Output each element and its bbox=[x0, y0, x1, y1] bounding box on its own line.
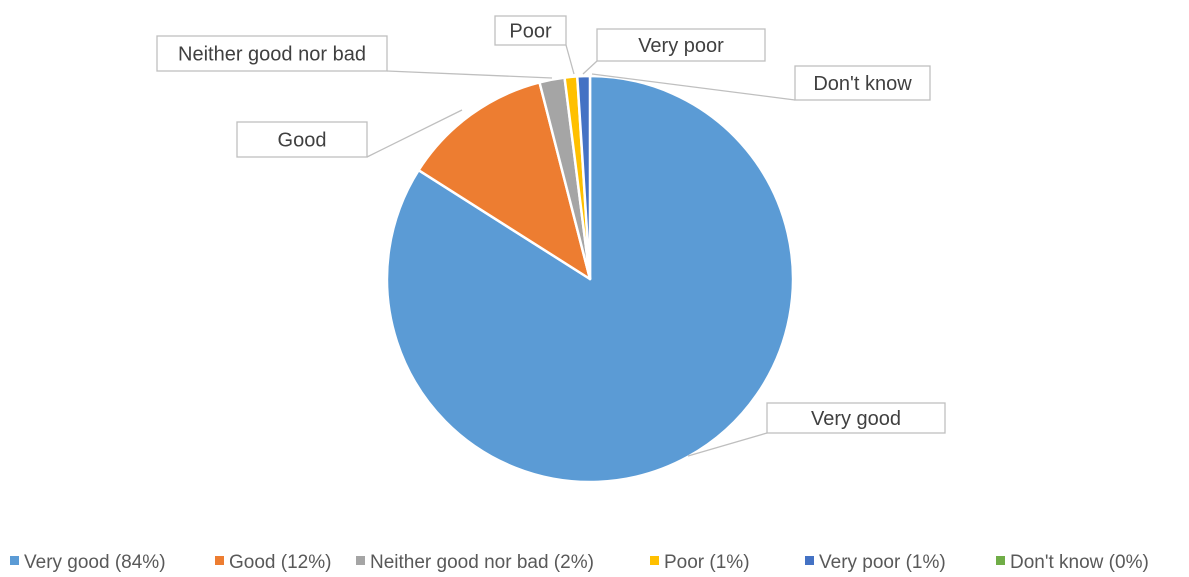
callout-box-poor bbox=[494, 15, 567, 46]
callout-label-neither-good-nor-bad: Neither good nor bad bbox=[178, 44, 366, 66]
callout-label-good: Good bbox=[278, 130, 327, 152]
legend-label-very-good: Very good (84%) bbox=[24, 552, 166, 573]
leader-line-good bbox=[366, 109, 463, 158]
legend-item-neither-good-nor-bad: Neither good nor bad (2%) bbox=[356, 552, 594, 573]
callout-label-very-poor: Very poor bbox=[638, 35, 724, 57]
callout-label-don-t-know: Don't know bbox=[813, 73, 912, 95]
legend-swatch-good bbox=[215, 556, 224, 565]
legend-label-don-t-know: Don't know (0%) bbox=[1010, 552, 1149, 573]
legend-label-very-poor: Very poor (1%) bbox=[819, 552, 946, 573]
callout-box-neither-good-nor-bad bbox=[156, 35, 388, 72]
legend-swatch-very-good bbox=[10, 556, 19, 565]
legend-swatch-don-t-know bbox=[996, 556, 1005, 565]
callout-box-very-good bbox=[766, 402, 946, 434]
legend-swatch-neither-good-nor-bad bbox=[356, 556, 365, 565]
legend-swatch-poor bbox=[650, 556, 659, 565]
legend-label-neither-good-nor-bad: Neither good nor bad (2%) bbox=[370, 552, 594, 573]
legend-label-poor: Poor (1%) bbox=[664, 552, 750, 573]
callout-box-very-poor bbox=[596, 28, 766, 62]
pie-slice-very-poor bbox=[576, 74, 592, 281]
callout-leader-lines bbox=[366, 44, 796, 457]
pie-slices bbox=[385, 74, 795, 484]
callout-label-poor: Poor bbox=[509, 21, 552, 43]
legend-label-good: Good (12%) bbox=[229, 552, 331, 573]
callout-box-good bbox=[236, 121, 368, 158]
leader-line-neither-good-nor-bad bbox=[386, 70, 553, 79]
leader-line-very-poor bbox=[582, 60, 598, 75]
legend-item-good: Good (12%) bbox=[215, 552, 331, 573]
legend-item-very-poor: Very poor (1%) bbox=[805, 552, 946, 573]
leader-line-very-good bbox=[687, 432, 768, 457]
legend-item-don-t-know: Don't know (0%) bbox=[996, 552, 1149, 573]
pie-slice-good bbox=[417, 81, 592, 281]
callout-box-don-t-know bbox=[794, 65, 931, 101]
callout-labels: Very good Good Neither good nor bad Poor Ver… bbox=[156, 15, 946, 434]
legend: Very good (84%) Good (12%) Neither good no… bbox=[10, 552, 1149, 573]
callout-label-very-good: Very good bbox=[811, 408, 901, 430]
leader-line-don-t-know bbox=[591, 73, 796, 101]
legend-item-poor: Poor (1%) bbox=[650, 552, 750, 573]
leader-line-poor bbox=[565, 44, 575, 75]
legend-item-very-good: Very good (84%) bbox=[10, 552, 166, 573]
legend-swatch-very-poor bbox=[805, 556, 814, 565]
